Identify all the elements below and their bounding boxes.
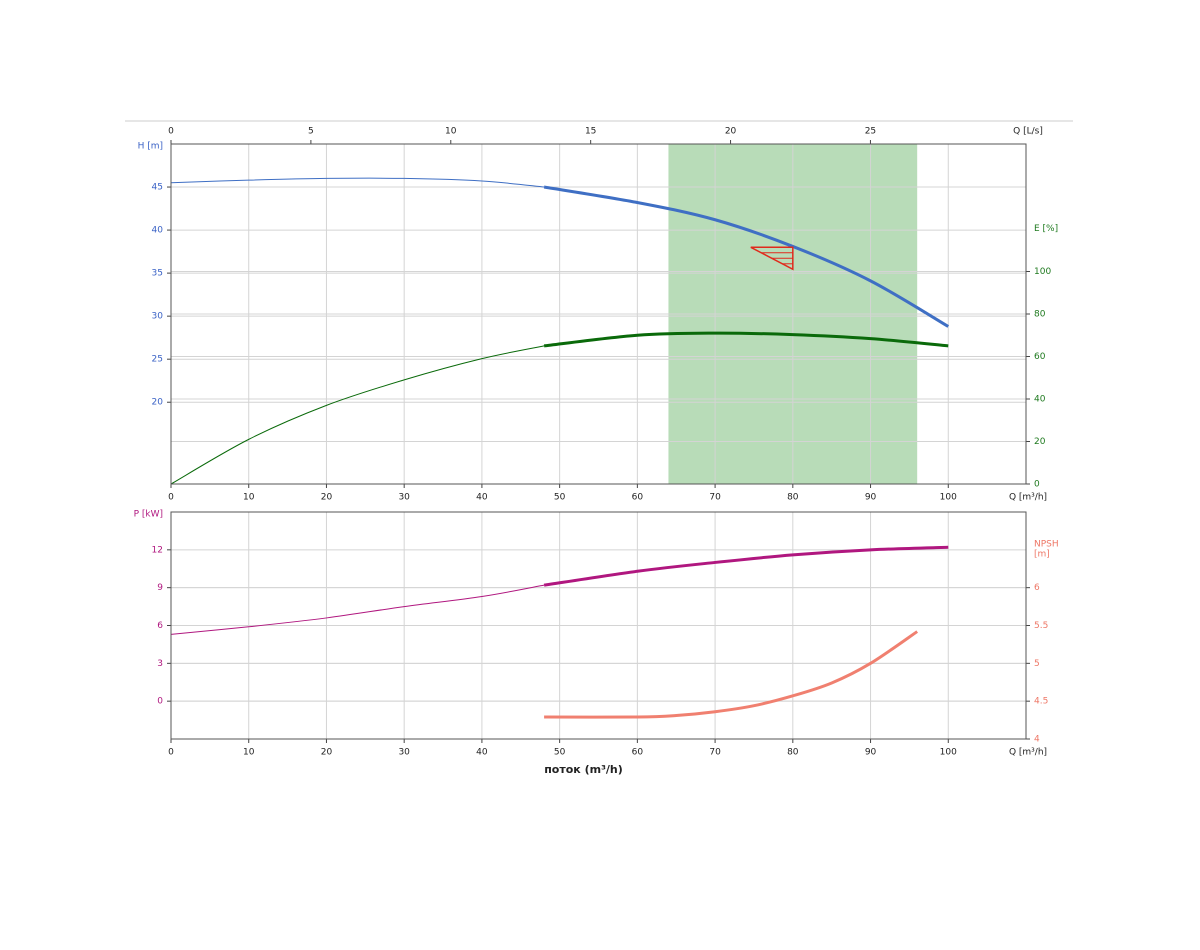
x2-tick-label: 25: [865, 127, 876, 137]
x-tick-label: 100: [940, 493, 957, 503]
y-tick-label: 6: [157, 621, 163, 631]
x-tick-label: 20: [321, 748, 333, 758]
duty-point: [750, 246, 794, 271]
x-tick-label: 40: [476, 748, 488, 758]
y2-tick-label: 4.5: [1034, 697, 1048, 707]
y2-axis-label: [m]: [1034, 550, 1050, 560]
y-tick-label: 12: [152, 545, 163, 555]
x2-tick-label: 10: [445, 127, 457, 137]
plot-frame: [170, 143, 1027, 485]
y-tick-label: 9: [157, 583, 163, 593]
x-tick-label: 50: [554, 748, 566, 758]
y2-tick-label: 40: [1034, 395, 1046, 405]
x2-tick-label: 5: [308, 127, 314, 137]
y-tick-label: 25: [152, 355, 163, 365]
x-tick-label: 30: [398, 493, 410, 503]
y2-tick-label: 60: [1034, 352, 1046, 362]
x-tick-label: 30: [398, 748, 410, 758]
x-tick-label: 40: [476, 493, 488, 503]
y2-tick-label: 5: [1034, 659, 1040, 669]
y2-tick-label: 5.5: [1034, 621, 1048, 631]
x-tick-label: 0: [168, 748, 174, 758]
y-tick-label: 30: [152, 312, 164, 322]
y-axis-label: H [m]: [138, 142, 163, 152]
x-tick-label: 90: [865, 748, 877, 758]
x-tick-label: 10: [243, 748, 255, 758]
y-tick-label: 3: [157, 659, 163, 669]
curve-thin: [170, 345, 545, 485]
x2-tick-label: 15: [585, 127, 596, 137]
x-unit: Q [m³/h]: [1009, 493, 1047, 503]
x-tick-label: 0: [168, 493, 174, 503]
curve-thin: [170, 177, 545, 188]
y-tick-label: 35: [152, 269, 163, 279]
y2-axis-label: E [%]: [1034, 224, 1058, 234]
x-tick-label: 80: [787, 493, 799, 503]
x-tick-label: 100: [940, 748, 957, 758]
y2-tick-label: 80: [1034, 310, 1046, 320]
x-tick-label: 60: [632, 493, 644, 503]
y-tick-label: 40: [152, 226, 164, 236]
curve-bold: [544, 630, 919, 719]
x2-tick-label: 0: [168, 127, 174, 137]
curve-bold: [543, 331, 949, 348]
x2-unit: Q [L/s]: [1013, 127, 1043, 137]
y-tick-label: 45: [152, 183, 163, 193]
y-tick-label: 0: [157, 697, 163, 707]
y2-tick-label: 0: [1034, 480, 1040, 490]
y2-tick-label: 100: [1034, 267, 1051, 277]
curve-bold: [543, 185, 950, 328]
x-tick-label: 70: [709, 748, 721, 758]
plot-frame: [170, 511, 1027, 740]
x-tick-label: 90: [865, 493, 877, 503]
x-tick-label: 70: [709, 493, 721, 503]
y-axis-label: P [kW]: [134, 510, 163, 520]
curve-bold: [543, 545, 949, 587]
y-tick-label: 20: [152, 398, 164, 408]
x-tick-label: 20: [321, 493, 333, 503]
y2-tick-label: 4: [1034, 735, 1040, 745]
x-tick-label: 80: [787, 748, 799, 758]
y2-tick-label: 6: [1034, 583, 1040, 593]
y2-tick-label: 20: [1034, 437, 1046, 447]
x2-tick-label: 20: [725, 127, 737, 137]
x-tick-label: 60: [632, 748, 644, 758]
x-tick-label: 50: [554, 493, 566, 503]
x-tick-label: 10: [243, 493, 255, 503]
x-axis-label: поток (m³/h): [544, 763, 623, 776]
x-unit: Q [m³/h]: [1009, 748, 1047, 758]
curve-thin: [170, 584, 545, 635]
y2-axis-label: NPSH: [1034, 540, 1059, 550]
